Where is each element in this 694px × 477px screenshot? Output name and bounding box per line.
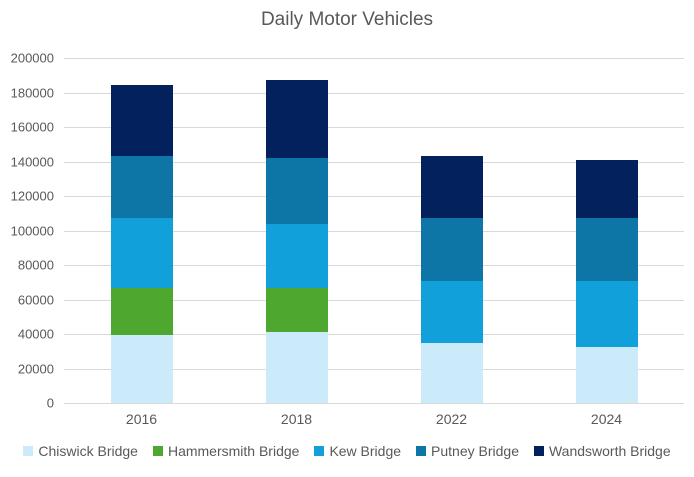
gridline	[64, 127, 684, 128]
bar-segment	[110, 288, 173, 335]
bar-segment	[575, 346, 638, 403]
legend-item: Kew Bridge	[314, 443, 401, 459]
legend-label: Kew Bridge	[329, 443, 402, 459]
bar-segment	[420, 218, 483, 282]
plot-area	[64, 58, 684, 404]
y-tick-label: 100000	[10, 223, 54, 238]
y-tick-label: 40000	[17, 326, 54, 342]
gridline	[64, 334, 684, 335]
bar-slot	[529, 58, 684, 403]
y-tick-label: 120000	[10, 188, 54, 204]
legend-label: Wandsworth Bridge	[548, 443, 671, 459]
bar-stack	[420, 156, 483, 403]
legend-swatch-icon	[533, 446, 544, 456]
x-tick-label: 2024	[590, 411, 623, 427]
bar-slot	[219, 58, 374, 403]
bar-segment	[110, 84, 173, 157]
bar-segment	[110, 156, 173, 219]
bar-segment	[110, 218, 173, 289]
bar-segment	[575, 217, 638, 282]
y-tick-label: 20000	[17, 361, 54, 376]
chart-title: Daily Motor Vehicles	[260, 9, 434, 30]
bar-segment	[265, 158, 328, 224]
legend-item: Hammersmith Bridge	[152, 443, 300, 459]
bar-stack	[110, 84, 173, 403]
x-tick-label: 2022	[435, 411, 468, 427]
bar-segment	[110, 334, 173, 403]
legend-label: Hammersmith Bridge	[167, 443, 300, 459]
x-tick-label: 2018	[280, 411, 313, 427]
y-axis: 0 20000 40000 60000 80000 100000 120000 140000 1…	[0, 51, 54, 411]
legend-item: Chiswick Bridge	[23, 443, 138, 459]
bar-segment	[575, 281, 638, 347]
y-tick-label: 200000	[10, 50, 54, 66]
legend-swatch-icon	[314, 446, 325, 456]
bar-stack	[575, 159, 638, 403]
gridline	[64, 403, 684, 404]
gridline	[64, 368, 684, 370]
legend-item: Wandsworth Bridge	[533, 443, 671, 459]
bar-segment	[420, 281, 483, 343]
legend-label: Chiswick Bridge	[38, 443, 138, 459]
y-tick-label: 60000	[17, 292, 54, 307]
gridline	[64, 299, 684, 301]
legend-item: Putney Bridge	[416, 443, 519, 459]
gridline	[64, 196, 684, 197]
y-tick-label: 80000	[17, 257, 54, 273]
gridline	[64, 58, 684, 59]
legend-label: Putney Bridge	[431, 443, 519, 459]
y-tick-label: 0	[46, 395, 54, 411]
gridline	[64, 161, 684, 163]
legend-swatch-icon	[416, 446, 427, 456]
y-tick-label: 160000	[10, 119, 54, 135]
bar-segment	[575, 159, 638, 218]
bar-segment	[420, 342, 483, 403]
gridline	[64, 92, 684, 94]
x-tick-label: 2016	[125, 411, 158, 427]
y-tick-label: 140000	[10, 154, 54, 169]
bar-stack	[265, 79, 328, 403]
gridline	[64, 230, 684, 232]
legend: Chiswick Bridge Hammersmith Bridge Kew Bri…	[0, 443, 694, 459]
bar-segment	[265, 223, 328, 289]
bar-segment	[265, 332, 328, 403]
bar-slot	[64, 58, 219, 403]
legend-swatch-icon	[152, 446, 163, 456]
x-axis: 2016 2018 2022 2024	[64, 411, 684, 427]
gridline	[64, 265, 684, 266]
bar-segment	[420, 156, 483, 219]
legend-swatch-icon	[23, 446, 34, 456]
bar-slot	[374, 58, 529, 403]
bar-segment	[265, 79, 328, 159]
y-tick-label: 180000	[10, 85, 54, 100]
bars-row	[64, 58, 684, 403]
bar-segment	[265, 288, 328, 333]
